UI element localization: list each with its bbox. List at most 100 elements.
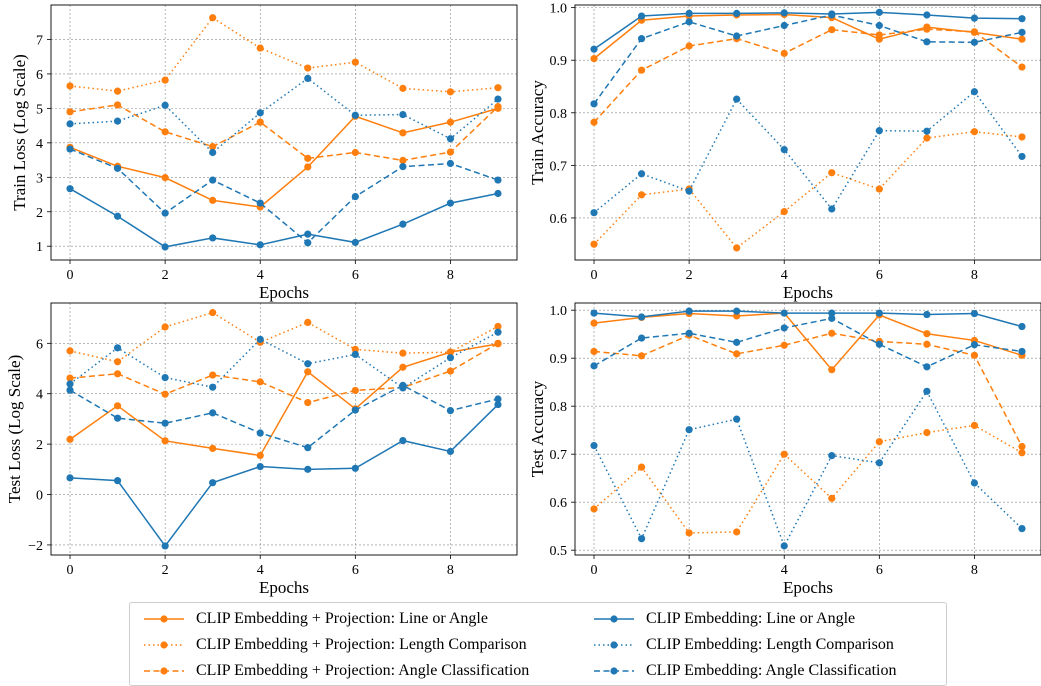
plot-frame: [50, 4, 518, 261]
data-point: [685, 187, 693, 195]
data-point: [875, 185, 883, 193]
x-tick-label: 2: [686, 268, 693, 283]
data-point: [685, 9, 693, 18]
data-point: [256, 451, 264, 460]
x-tick-label: 0: [591, 268, 598, 283]
series-line: [593, 90, 1023, 214]
legend-marker: [610, 667, 618, 675]
data-point: [637, 313, 646, 321]
data-point: [685, 529, 693, 537]
y-tick-label: 0.8: [550, 400, 568, 415]
data-point: [970, 38, 979, 46]
data-point: [446, 367, 455, 375]
data-point: [446, 199, 455, 207]
data-point: [161, 76, 169, 84]
data-point: [970, 14, 979, 22]
x-axis-label: Epochs: [783, 578, 833, 597]
data-point: [209, 444, 217, 453]
legend-entry: CLIP Embedding + Projection: Line or Ang…: [142, 607, 488, 631]
legend-label: CLIP Embedding + Projection: Angle Class…: [196, 662, 530, 679]
data-point: [875, 438, 883, 446]
y-tick-label: 5: [36, 102, 43, 117]
data-point: [66, 347, 74, 355]
data-point: [304, 444, 312, 452]
plot-frame: [50, 302, 518, 556]
data-point: [590, 240, 598, 248]
data-point: [66, 386, 74, 394]
y-tick-label: 0.7: [550, 448, 568, 463]
data-point: [637, 35, 646, 43]
data-point: [1018, 28, 1026, 36]
legend-label: CLIP Embedding: Line or Angle: [646, 610, 856, 627]
legend-marker: [160, 667, 168, 675]
data-point: [161, 419, 169, 427]
y-tick-label: 6: [36, 337, 43, 352]
series-line: [593, 14, 1023, 105]
data-point: [256, 241, 264, 249]
data-point: [875, 31, 883, 39]
data-point: [113, 370, 122, 378]
data-point: [113, 101, 122, 109]
data-point: [590, 441, 598, 450]
legend-swatch: [594, 667, 634, 675]
data-point: [923, 387, 931, 395]
y-tick-label: 4: [36, 388, 43, 403]
data-point: [113, 402, 122, 410]
data-point: [875, 8, 883, 16]
data-point: [494, 328, 502, 336]
data-point: [209, 308, 217, 317]
data-point: [637, 170, 646, 178]
data-point: [399, 84, 407, 92]
data-point: [304, 230, 312, 238]
data-point: [637, 535, 646, 543]
data-point: [446, 135, 455, 143]
legend-marker: [610, 641, 618, 649]
data-point: [399, 110, 407, 119]
series-line: [69, 404, 499, 548]
x-tick-label: 8: [971, 268, 978, 283]
legend-label: CLIP Embedding: Angle Classification: [646, 662, 897, 679]
data-point: [923, 134, 931, 142]
data-point: [828, 169, 836, 177]
y-tick-label: 0.9: [550, 352, 568, 367]
data-point: [304, 368, 312, 376]
data-point: [494, 176, 502, 184]
data-point: [304, 360, 312, 368]
data-point: [399, 129, 407, 137]
data-point: [923, 363, 931, 371]
data-point: [209, 14, 217, 22]
series-line: [593, 130, 1023, 249]
data-point: [970, 309, 979, 318]
data-point: [351, 350, 359, 359]
data-point: [256, 118, 264, 126]
data-point: [494, 395, 502, 403]
x-axis-label: Epochs: [259, 578, 309, 597]
x-tick-label: 2: [686, 563, 693, 578]
data-point: [351, 345, 359, 353]
data-point: [446, 118, 455, 126]
data-point: [256, 199, 264, 207]
chart-panel: 0 2 4 6 8 1 2 3 4 5 6 7 Epochs Train Loss (Log Scale): [10, 4, 518, 302]
data-point: [780, 9, 788, 17]
data-point: [637, 66, 646, 74]
series-line: [69, 343, 499, 457]
data-point: [590, 362, 598, 370]
x-tick-label: 4: [257, 563, 264, 578]
data-point: [113, 212, 122, 220]
data-point: [161, 323, 169, 331]
data-point: [637, 191, 646, 199]
data-point: [66, 380, 74, 388]
data-point: [970, 88, 979, 96]
data-point: [113, 87, 122, 95]
data-point: [733, 244, 741, 252]
chart-panel: 0 2 4 6 8 −2 0 2 4 6 Epochs Test Loss (Log Scale): [5, 302, 518, 597]
data-point: [399, 349, 407, 357]
legend-marker: [610, 615, 618, 623]
data-point: [875, 459, 883, 467]
data-point: [256, 462, 264, 471]
data-point: [780, 324, 788, 332]
series-line: [69, 104, 499, 162]
data-point: [733, 307, 741, 315]
data-point: [399, 363, 407, 371]
data-point: [494, 400, 502, 409]
